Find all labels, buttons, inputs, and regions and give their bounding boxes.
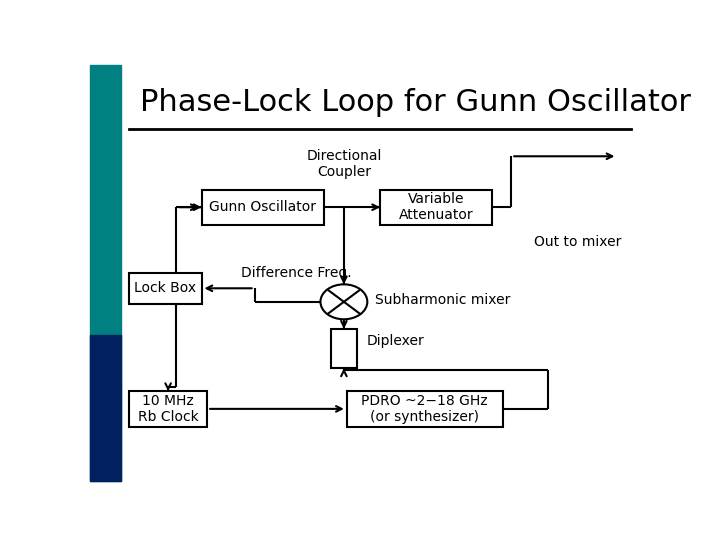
Bar (347, 391, 503, 427)
Bar (331, 329, 356, 368)
Text: Subharmonic mixer: Subharmonic mixer (374, 293, 510, 307)
Text: Diplexer: Diplexer (366, 334, 424, 348)
Text: 10 MHz
Rb Clock: 10 MHz Rb Clock (138, 394, 199, 424)
Text: PDRO ~2−18 GHz
(or synthesizer): PDRO ~2−18 GHz (or synthesizer) (361, 394, 488, 424)
Text: Difference Freq.: Difference Freq. (240, 266, 351, 280)
Text: Phase-Lock Loop for Gunn Oscillator: Phase-Lock Loop for Gunn Oscillator (140, 87, 691, 117)
Bar (380, 190, 492, 225)
Text: Lock Box: Lock Box (134, 281, 197, 295)
Text: Variable
Attenuator: Variable Attenuator (399, 192, 473, 222)
Bar (90, 65, 121, 481)
Bar (129, 391, 207, 427)
Bar (202, 190, 324, 225)
Text: Gunn Oscillator: Gunn Oscillator (210, 200, 317, 214)
Text: Directional
Coupler: Directional Coupler (306, 149, 382, 179)
Bar (90, 335, 121, 481)
Text: Out to mixer: Out to mixer (534, 234, 621, 248)
Circle shape (320, 285, 367, 319)
Bar (129, 273, 202, 304)
